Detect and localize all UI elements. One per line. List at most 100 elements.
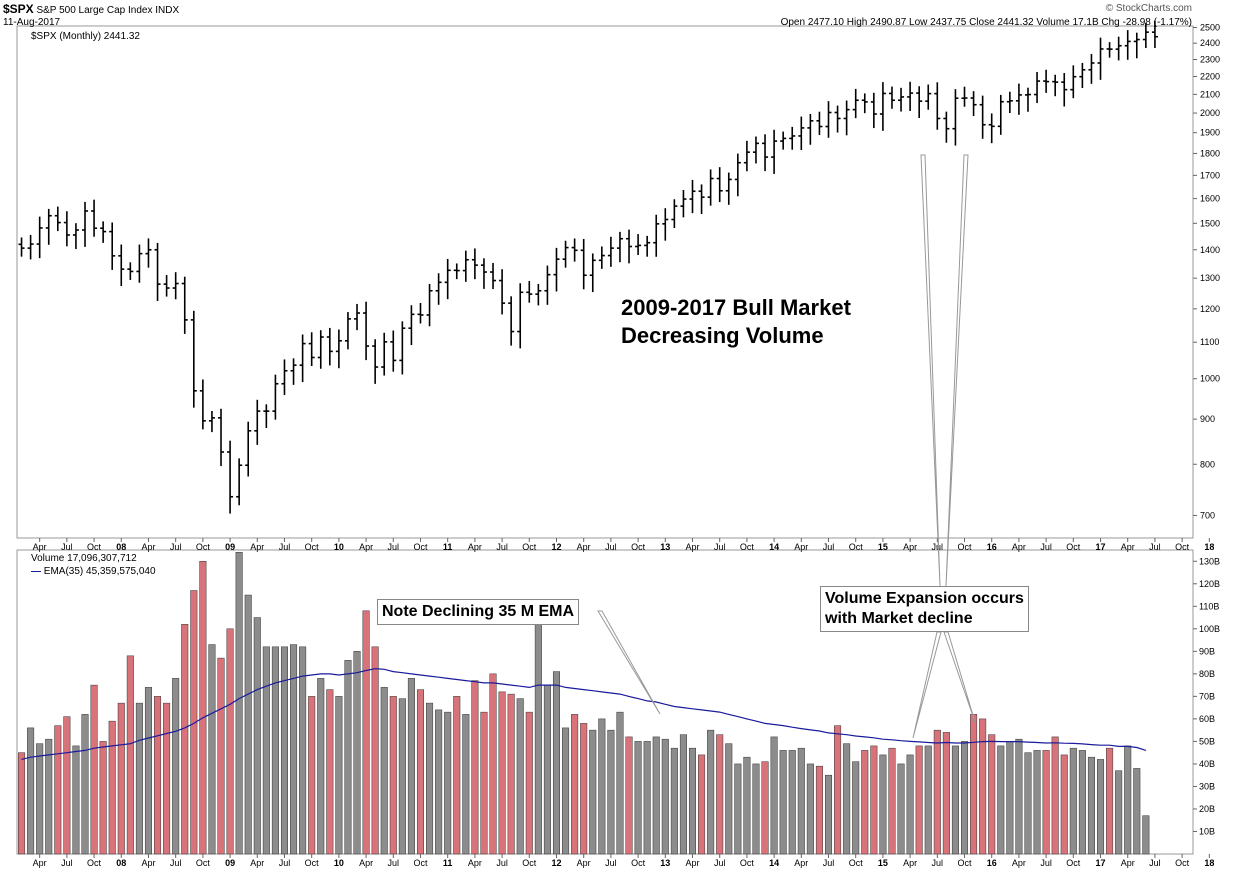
ohlc-bar [1024,87,1031,112]
ohlc-bar [390,330,397,372]
ohlc-bar [1115,36,1122,61]
ohlc-bar [816,111,823,136]
x-tick-label: Jul [1149,858,1161,868]
ohlc-bar [72,223,79,250]
x-tick-label: Jul [170,542,182,552]
ohlc-bar [997,94,1004,135]
ohlc-bar [1034,71,1041,104]
volume-bar [1051,736,1059,855]
price-tick-label: 1400 [1200,245,1220,255]
ohlc-bar [535,283,542,306]
ohlc-bar [45,208,52,245]
price-x-axis: Apr Jul Oct 08 Apr Jul Oct 09 Apr Jul Oct 10 Apr Jul O… [33,538,1214,552]
ohlc-bar [218,408,225,467]
x-tick-label: Oct [305,542,320,552]
price-tick-label: 2500 [1200,23,1220,33]
x-tick-label: Jul [1040,542,1052,552]
volume-bar [371,646,379,855]
volume-bar [761,761,769,855]
ohlc-bar [1142,23,1149,49]
volume-bar [154,696,162,855]
ohlc-bar [934,82,941,130]
bull-market-annotation: 2009-2017 Bull Market Decreasing Volume [621,294,851,350]
volume-bar [507,693,515,855]
volume-bar [1069,747,1077,855]
volume-bar [770,736,778,855]
volume-bar [244,594,252,855]
ohlc-bar [308,332,315,367]
ohlc-bar [798,116,805,151]
volume-bar [915,745,923,855]
volume-bar [36,743,44,855]
x-tick-label: Oct [413,858,428,868]
volume-bar [489,673,497,855]
callout-pointer [912,631,942,739]
ohlc-bar [480,258,487,289]
volume-bar [1033,750,1041,855]
x-tick-label: Apr [794,542,808,552]
volume-bar [199,561,207,855]
volume-bar [779,750,787,855]
x-tick-label: Oct [849,542,864,552]
ohlc-bar [1061,73,1068,107]
x-tick-label: Oct [1066,858,1081,868]
ohlc-bar [898,87,905,112]
x-tick-label: Oct [958,542,973,552]
x-tick-label: Oct [1066,542,1081,552]
x-tick-label: 10 [334,542,344,552]
ohlc-bar [907,81,914,111]
price-tick-label: 900 [1200,414,1215,424]
x-tick-label: 14 [769,542,779,552]
volume-bar [942,732,950,855]
ohlc-bar [680,189,687,218]
x-tick-label: 18 [1204,858,1214,868]
ohlc-bar [163,275,170,297]
volume-bar [471,680,479,855]
volume-bar [1142,815,1150,855]
volume-bar [45,738,53,855]
x-tick-label: Oct [196,542,211,552]
x-tick-label: Oct [1175,542,1190,552]
ohlc-bar [861,93,868,114]
volume-bar [344,660,352,855]
volume-bar [181,624,189,855]
volume-bar [144,687,152,855]
vol-exp-line-2: with Market decline [825,610,973,627]
ohlc-bar [136,244,143,283]
volume-bar [163,702,171,855]
ohlc-bar [27,234,34,260]
volume-bar [562,727,570,855]
volume-bar [453,696,461,855]
price-tick-label: 700 [1200,510,1215,520]
volume-bar [1015,738,1023,855]
ohlc-bar [1088,53,1095,84]
volume-bar [525,711,533,855]
ohlc-bar [916,86,923,119]
ohlc-bar [272,374,279,420]
volume-tick-label: 90B [1199,646,1215,656]
price-tick-label: 2100 [1200,89,1220,99]
ohlc-bar [444,258,451,300]
volume-bar [435,709,443,855]
ohlc-bar [743,140,750,172]
volume-bar [924,745,932,855]
ema-legend-swatch [31,570,41,572]
x-tick-label: 09 [225,542,235,552]
callout-pointer [597,610,661,715]
ohlc-bar [18,237,25,257]
volume-bar [208,644,216,855]
x-tick-label: Jul [1149,542,1161,552]
volume-bar [317,678,325,855]
volume-bar [416,689,424,855]
callout-pointer [945,154,969,587]
x-tick-label: Oct [196,858,211,868]
ohlc-bar [807,113,814,145]
ema-note-box: Note Declining 35 M EMA [377,599,580,625]
volume-bar [552,671,561,855]
ohlc-bar [145,238,152,268]
volume-bar [788,750,796,855]
x-tick-label: Apr [685,542,699,552]
ohlc-bar [381,332,388,376]
x-tick-label: Apr [141,542,155,552]
